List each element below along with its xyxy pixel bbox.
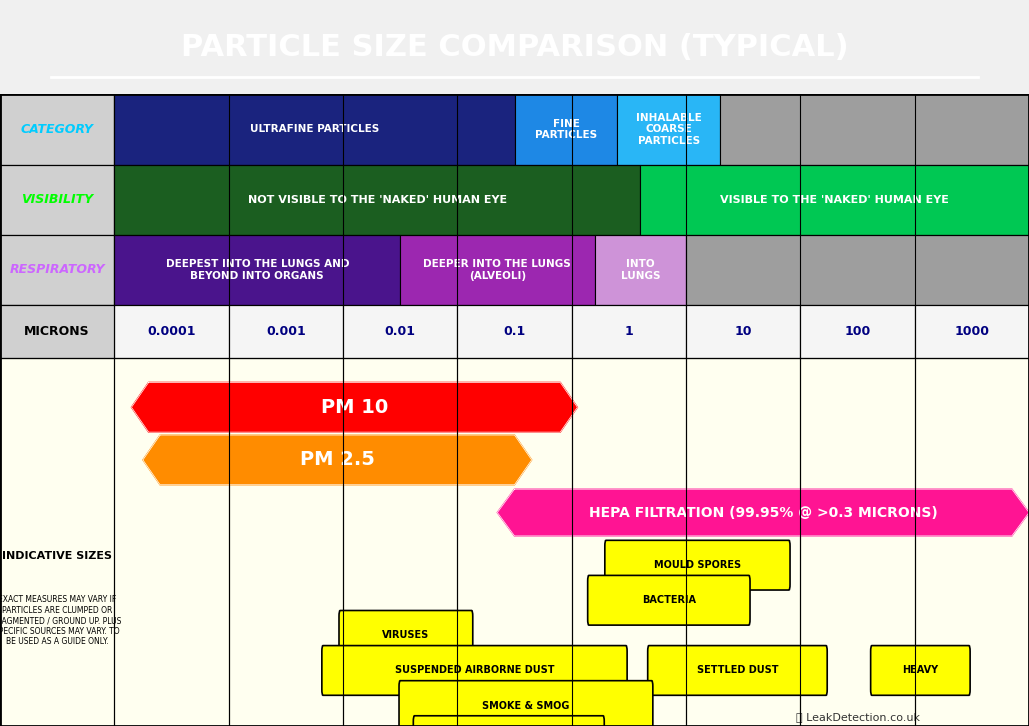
FancyBboxPatch shape xyxy=(322,645,627,696)
Text: FINE
PARTICLES: FINE PARTICLES xyxy=(535,118,597,140)
Bar xyxy=(617,94,720,165)
Text: BACTERIA: BACTERIA xyxy=(642,595,696,605)
Bar xyxy=(572,305,686,358)
Bar xyxy=(720,94,1029,165)
Text: SUSPENDED AIRBORNE DUST: SUSPENDED AIRBORNE DUST xyxy=(395,666,555,675)
Text: CATEGORY: CATEGORY xyxy=(21,123,94,136)
Bar xyxy=(0,305,114,358)
Text: MOULD SPORES: MOULD SPORES xyxy=(653,560,741,570)
Text: MICRONS: MICRONS xyxy=(25,325,90,338)
FancyBboxPatch shape xyxy=(647,645,827,696)
Bar xyxy=(0,94,114,165)
Bar xyxy=(0,358,1029,726)
Text: RESPIRATORY: RESPIRATORY xyxy=(9,264,105,277)
Polygon shape xyxy=(143,435,532,485)
Bar xyxy=(114,234,400,305)
Text: ULTRAFINE PARTICLES: ULTRAFINE PARTICLES xyxy=(250,124,379,134)
Text: SETTLED DUST: SETTLED DUST xyxy=(697,666,778,675)
Text: 1: 1 xyxy=(625,325,633,338)
Text: HEAVY: HEAVY xyxy=(902,666,938,675)
Text: 10: 10 xyxy=(735,325,752,338)
Text: NOT VISIBLE TO THE 'NAKED' HUMAN EYE: NOT VISIBLE TO THE 'NAKED' HUMAN EYE xyxy=(248,195,507,205)
Text: SMOKE & SMOG: SMOKE & SMOG xyxy=(483,701,570,711)
Bar xyxy=(0,234,114,305)
Bar xyxy=(0,305,114,358)
Text: INDICATIVE SIZES: INDICATIVE SIZES xyxy=(2,552,112,561)
Text: VIRUSES: VIRUSES xyxy=(382,630,429,640)
FancyBboxPatch shape xyxy=(339,611,472,660)
Text: 0.1: 0.1 xyxy=(503,325,526,338)
Text: HEPA FILTRATION (99.95% @ >0.3 MICRONS): HEPA FILTRATION (99.95% @ >0.3 MICRONS) xyxy=(589,505,937,520)
Bar xyxy=(640,165,1029,234)
Text: PM 2.5: PM 2.5 xyxy=(299,450,375,470)
Bar xyxy=(514,94,617,165)
Bar xyxy=(114,305,228,358)
FancyBboxPatch shape xyxy=(871,645,970,696)
FancyBboxPatch shape xyxy=(588,576,750,625)
Bar xyxy=(114,165,640,234)
Polygon shape xyxy=(497,489,1029,536)
Bar xyxy=(686,234,1029,305)
Bar xyxy=(915,305,1029,358)
Bar xyxy=(114,94,514,165)
Text: DEEPER INTO THE LUNGS
(ALVEOLI): DEEPER INTO THE LUNGS (ALVEOLI) xyxy=(424,259,571,281)
Text: 0.01: 0.01 xyxy=(385,325,416,338)
Bar xyxy=(228,305,343,358)
Bar xyxy=(343,305,457,358)
FancyBboxPatch shape xyxy=(399,681,652,726)
Text: EXACT MEASURES MAY VARY IF
PARTICLES ARE CLUMPED OR
FRAGMENTED / GROUND UP. PLUS: EXACT MEASURES MAY VARY IF PARTICLES ARE… xyxy=(0,595,121,646)
Text: INHALABLE
COARSE
PARTICLES: INHALABLE COARSE PARTICLES xyxy=(636,113,702,146)
Text: VISIBILITY: VISIBILITY xyxy=(22,193,94,206)
Bar xyxy=(457,305,572,358)
FancyBboxPatch shape xyxy=(0,94,114,358)
Text: PM 10: PM 10 xyxy=(321,398,388,417)
Text: MICRONS: MICRONS xyxy=(25,325,90,338)
FancyBboxPatch shape xyxy=(414,716,604,726)
Bar xyxy=(801,305,915,358)
Text: INTO
LUNGS: INTO LUNGS xyxy=(620,259,660,281)
FancyBboxPatch shape xyxy=(605,540,790,590)
Text: 1000: 1000 xyxy=(954,325,989,338)
Text: 100: 100 xyxy=(845,325,871,338)
Text: DEEPEST INTO THE LUNGS AND
BEYOND INTO ORGANS: DEEPEST INTO THE LUNGS AND BEYOND INTO O… xyxy=(166,259,349,281)
Bar xyxy=(0,165,114,234)
Text: 0.001: 0.001 xyxy=(265,325,306,338)
Bar xyxy=(400,234,595,305)
Text: 0.0001: 0.0001 xyxy=(147,325,196,338)
Bar xyxy=(595,234,686,305)
Text: PARTICLE SIZE COMPARISON (TYPICAL): PARTICLE SIZE COMPARISON (TYPICAL) xyxy=(181,33,848,62)
Polygon shape xyxy=(132,383,577,432)
Bar xyxy=(686,305,801,358)
Text: 🔍 LeakDetection.co.uk: 🔍 LeakDetection.co.uk xyxy=(795,712,920,722)
Text: VISIBLE TO THE 'NAKED' HUMAN EYE: VISIBLE TO THE 'NAKED' HUMAN EYE xyxy=(720,195,949,205)
